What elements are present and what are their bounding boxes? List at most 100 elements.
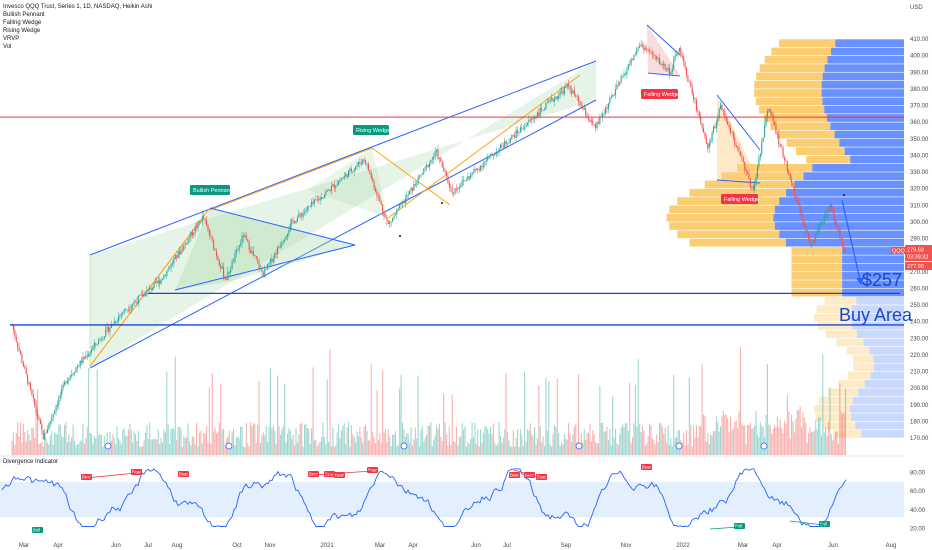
volume-bar xyxy=(553,425,555,455)
price-axis[interactable]: 410.00 400.00 390.00 380.00 370.00 360.00 350.… xyxy=(910,37,929,442)
candle-body xyxy=(423,168,425,174)
volume-bar xyxy=(221,429,223,455)
volume-bar xyxy=(698,425,700,455)
volume-bar xyxy=(596,443,598,455)
candle-body xyxy=(468,176,470,179)
candle-body xyxy=(430,159,432,164)
candle-body xyxy=(538,112,540,116)
candle-body xyxy=(481,165,483,168)
volume-bar xyxy=(271,428,273,455)
vrvp-row-up xyxy=(827,55,904,64)
volume-bar xyxy=(725,414,727,455)
candle-body xyxy=(710,141,712,143)
volume-bar xyxy=(181,446,183,455)
volume-bar xyxy=(501,442,503,455)
volume-bar xyxy=(793,432,795,455)
vrvp-row-up xyxy=(831,47,904,56)
candle-body xyxy=(55,406,57,412)
volume-bar xyxy=(289,430,291,455)
volume-bar xyxy=(569,434,571,455)
candle-body xyxy=(387,220,389,225)
indicator-bullish-pennant[interactable]: Bullish Pennant xyxy=(3,12,45,18)
candle-body xyxy=(822,222,824,224)
indicator-vrvp[interactable]: VRVP xyxy=(3,36,19,42)
vrvp-row-up xyxy=(842,263,904,272)
volume-bar xyxy=(840,411,842,455)
volume-bar xyxy=(795,418,797,455)
candle-body xyxy=(179,251,181,255)
volume-bar xyxy=(781,428,783,455)
price-tick-label: 360.00 xyxy=(910,120,929,126)
volume-bar xyxy=(379,433,381,455)
vrvp-row-up xyxy=(851,305,904,314)
volume-bar xyxy=(549,444,551,455)
volume-bar xyxy=(563,434,565,455)
dividend-marker xyxy=(575,442,583,450)
volume-bar xyxy=(603,431,605,455)
volume-bar xyxy=(323,436,325,455)
volume-bar xyxy=(311,428,313,455)
volume-bar xyxy=(843,411,845,455)
candle-body xyxy=(786,161,788,172)
volume-bar xyxy=(617,445,619,455)
volume-profile xyxy=(666,39,904,438)
volume-bar xyxy=(315,439,317,455)
candle-body xyxy=(289,223,291,231)
last-price-tag xyxy=(905,245,932,261)
volume-bar xyxy=(188,441,191,455)
indicator-falling-wedge[interactable]: Falling Wedge xyxy=(3,20,42,26)
candle-body xyxy=(76,366,78,368)
candle-body xyxy=(507,143,509,145)
volume-bar xyxy=(265,426,267,455)
volume-bar xyxy=(666,442,668,455)
candle-body xyxy=(200,221,202,223)
candle-body xyxy=(286,234,289,237)
indicator-vol[interactable]: Vol xyxy=(3,44,11,50)
volume-bar xyxy=(51,431,53,455)
volume-bar xyxy=(600,422,602,455)
candle-body xyxy=(208,229,210,236)
volume-bar xyxy=(524,371,526,455)
candle-body xyxy=(58,397,60,405)
volume-bar xyxy=(445,434,448,455)
time-axis[interactable]: Mar Apr Jun Jul Aug Oct Nov 2021 Mar Apr Jun Jul Sep… xyxy=(19,543,897,549)
volume-bar xyxy=(85,438,87,455)
vrvp-row-down xyxy=(689,188,787,197)
vrvp-row-down xyxy=(771,47,832,56)
volume-bar xyxy=(715,416,717,455)
candle-body xyxy=(637,47,639,50)
volume-bar xyxy=(639,424,641,455)
fw1-upper xyxy=(646,24,681,56)
volume-bar xyxy=(751,428,753,455)
candle-body xyxy=(62,384,64,389)
volume-bar xyxy=(718,431,720,455)
candle-body xyxy=(417,176,419,185)
candle-body xyxy=(18,347,20,351)
pennant-pole xyxy=(89,207,211,367)
candle-body xyxy=(470,174,472,179)
candle-body xyxy=(640,44,642,47)
candle-body xyxy=(722,109,724,112)
volume-bar xyxy=(451,394,453,455)
candle-body xyxy=(220,265,222,269)
candle-body xyxy=(599,116,601,124)
oscillator-axis[interactable]: 80.00 60.00 40.00 20.00 xyxy=(910,471,926,533)
candle-body xyxy=(681,56,683,57)
oscillator-title[interactable]: Divergence Indicator xyxy=(3,459,58,465)
volume-bar xyxy=(117,438,120,455)
indicator-rising-wedge[interactable]: Rising Wedge xyxy=(3,28,41,34)
volume-bar xyxy=(421,426,423,455)
candle-body xyxy=(257,259,259,263)
volume-bar xyxy=(197,446,199,455)
volume-bar xyxy=(154,438,156,455)
volume-bar xyxy=(633,423,635,455)
symbol-title[interactable]: Invesco QQQ Trust, Series 1, 1D, NASDAQ,… xyxy=(3,4,152,10)
volume-bar xyxy=(745,443,747,455)
volume-bar xyxy=(800,426,803,455)
volume-bar xyxy=(392,434,394,455)
volume-bar xyxy=(95,438,97,455)
candle-body xyxy=(477,168,479,170)
volume-bar xyxy=(647,436,649,455)
candle-body xyxy=(44,432,46,440)
candle-body xyxy=(403,201,405,204)
